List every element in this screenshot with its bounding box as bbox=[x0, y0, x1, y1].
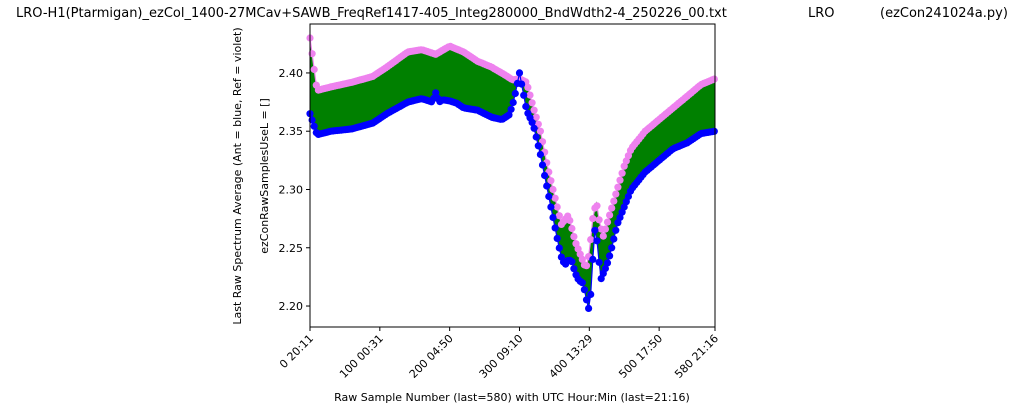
ant-point bbox=[530, 124, 538, 132]
ref-point bbox=[566, 216, 574, 225]
ant-point bbox=[505, 111, 513, 119]
ant-point bbox=[432, 89, 440, 97]
y-axis-label-inner: ezConRawSamplesUseL = [] bbox=[258, 98, 271, 254]
ref-point bbox=[568, 224, 576, 233]
ref-point bbox=[549, 185, 557, 194]
ant-point bbox=[509, 98, 517, 107]
ant-point bbox=[580, 286, 589, 294]
ref-point bbox=[547, 177, 555, 185]
ant-point bbox=[587, 290, 595, 298]
y-tick-label: 2.30 bbox=[279, 183, 304, 196]
ref-point bbox=[532, 113, 540, 121]
x-tick-label: 200 04:50 bbox=[407, 332, 456, 381]
x-tick-label: 400 13:29 bbox=[546, 332, 595, 381]
ref-point bbox=[593, 202, 601, 210]
x-tick-label: 300 09:10 bbox=[477, 332, 526, 381]
y-tick-label: 2.35 bbox=[279, 125, 304, 138]
ref-point bbox=[310, 65, 318, 74]
ref-point bbox=[608, 204, 616, 212]
ant-point bbox=[593, 237, 601, 245]
ref-point bbox=[614, 183, 622, 191]
ref-point bbox=[601, 225, 610, 233]
ref-point bbox=[710, 75, 718, 83]
ref-point bbox=[616, 176, 624, 184]
y-axis: 2.20 2.25 2.30 2.35 2.40 bbox=[279, 67, 310, 313]
ref-point bbox=[612, 190, 620, 198]
ref-point bbox=[578, 255, 586, 263]
ant-point bbox=[589, 255, 597, 263]
x-tick-label: 100 00:31 bbox=[337, 332, 386, 381]
ant-point bbox=[582, 296, 591, 304]
ref-point bbox=[599, 232, 607, 240]
ant-point bbox=[570, 265, 578, 273]
x-tick-label: 580 21:16 bbox=[672, 332, 721, 381]
ant-point bbox=[545, 192, 553, 201]
ant-point bbox=[610, 235, 618, 243]
ant-point bbox=[612, 226, 620, 234]
ant-point bbox=[528, 118, 536, 126]
ant-point bbox=[603, 259, 612, 267]
ant-point bbox=[595, 258, 603, 266]
ant-point bbox=[553, 234, 561, 242]
ant-point bbox=[601, 264, 610, 273]
ref-point bbox=[524, 83, 532, 91]
ref-point bbox=[553, 203, 561, 211]
ant-point bbox=[608, 244, 616, 252]
ant-point bbox=[549, 213, 557, 222]
x-axis: 0 20:11 100 00:31 200 04:50 300 09:10 400 13… bbox=[277, 327, 721, 381]
x-tick-label: 500 17:50 bbox=[616, 332, 665, 381]
ant-point bbox=[532, 133, 540, 141]
ant-point bbox=[310, 122, 318, 130]
ant-point bbox=[511, 89, 519, 98]
ant-point bbox=[507, 105, 515, 113]
ant-point bbox=[541, 171, 549, 180]
x-axis-label: Raw Sample Number (last=580) with UTC Ho… bbox=[334, 391, 690, 404]
ref-point bbox=[589, 215, 597, 223]
ant-point bbox=[555, 244, 563, 252]
y-tick-label: 2.25 bbox=[279, 242, 304, 255]
ref-point bbox=[528, 99, 536, 107]
y-axis-label-outer: Last Raw Spectrum Average (Ant = blue, R… bbox=[231, 27, 244, 324]
ant-point bbox=[551, 224, 559, 232]
ant-series bbox=[306, 69, 718, 312]
x-tick-label: 0 20:11 bbox=[277, 332, 316, 371]
ref-point bbox=[582, 262, 591, 270]
ref-point bbox=[606, 211, 614, 219]
ant-point bbox=[536, 150, 545, 159]
ref-point bbox=[555, 212, 563, 220]
ant-point bbox=[710, 127, 718, 135]
ant-point bbox=[520, 91, 528, 99]
ref-point bbox=[610, 197, 618, 205]
y-tick-label: 2.20 bbox=[279, 300, 304, 313]
chart-title-right: (ezCon241024a.py) bbox=[880, 6, 1008, 21]
ant-point bbox=[534, 142, 542, 150]
chart-title-mid: LRO bbox=[808, 6, 835, 21]
plot-area bbox=[306, 23, 718, 328]
ref-point bbox=[603, 218, 612, 226]
ant-point bbox=[538, 161, 547, 169]
ref-point bbox=[570, 233, 578, 241]
ref-point bbox=[536, 127, 545, 135]
chart-title-left: LRO-H1(Ptarmigan)_ezCol_1400-27MCav+SAWB… bbox=[16, 6, 727, 21]
ant-point bbox=[515, 69, 524, 77]
ref-point bbox=[595, 216, 603, 224]
ant-point bbox=[568, 258, 576, 266]
ant-point bbox=[585, 304, 593, 312]
ant-point bbox=[543, 182, 551, 190]
ref-point bbox=[526, 91, 534, 99]
ref-point bbox=[618, 169, 626, 177]
ant-point bbox=[578, 279, 586, 287]
ant-point bbox=[547, 203, 555, 211]
ant-point bbox=[606, 252, 614, 260]
ant-point bbox=[518, 80, 526, 88]
axes-frame bbox=[309, 23, 716, 328]
ref-point bbox=[587, 236, 595, 244]
ref-point bbox=[530, 106, 538, 114]
ref-point bbox=[551, 194, 559, 202]
y-tick-label: 2.40 bbox=[279, 67, 304, 80]
ant-point bbox=[591, 226, 599, 234]
ref-series bbox=[306, 34, 718, 270]
ant-point bbox=[522, 102, 530, 111]
